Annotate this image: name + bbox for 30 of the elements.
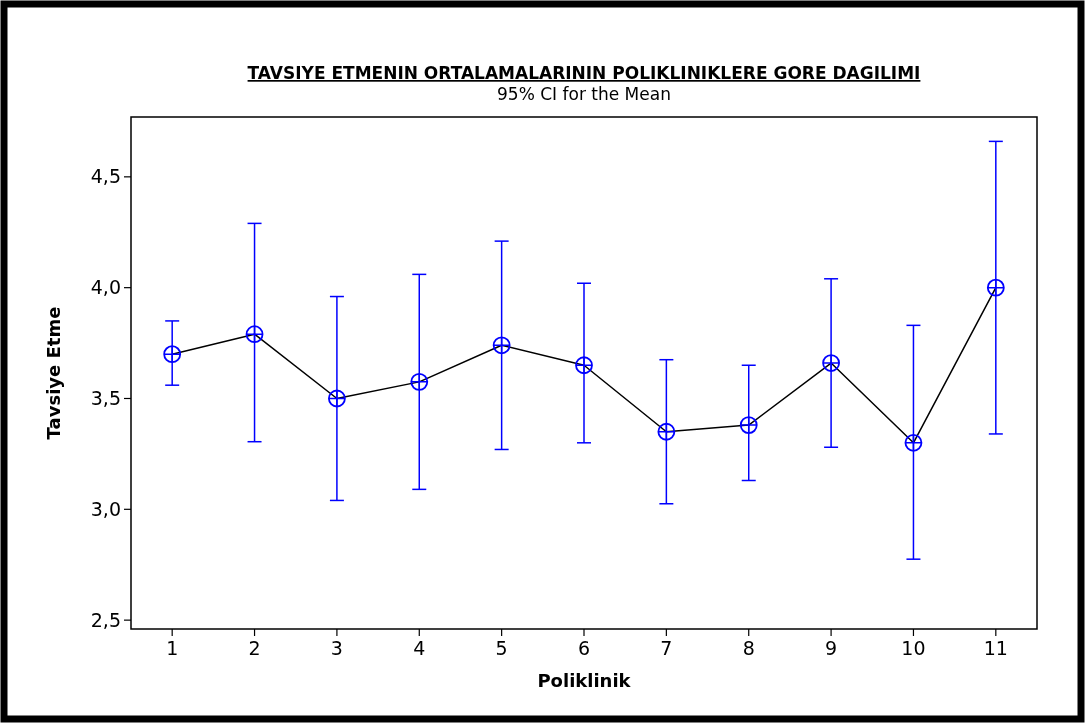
x-axis-title: Poliklinik — [537, 670, 632, 691]
point — [163, 345, 182, 364]
x-tick-label: 11 — [983, 637, 1008, 659]
point — [904, 433, 923, 452]
x-tick-label: 1 — [166, 637, 179, 659]
y-tick-label: 3,0 — [90, 497, 121, 520]
x-tick-label: 6 — [577, 637, 591, 659]
x-tick-label: 8 — [742, 637, 755, 659]
point — [492, 336, 511, 355]
point — [657, 422, 676, 441]
x-tick-label: 9 — [825, 637, 838, 659]
x-tick-label: 3 — [330, 637, 343, 659]
y-axis-title: Tavsiye Etme — [43, 306, 64, 440]
point — [328, 389, 346, 408]
y-tick-label: 3,5 — [90, 387, 121, 410]
point — [410, 372, 429, 391]
chart-subtitle: 95% CI for the Mean — [497, 84, 671, 104]
x-tick-label: 5 — [495, 637, 508, 659]
x-tick-label: 4 — [413, 637, 426, 659]
y-tick-label: 4,0 — [90, 276, 121, 299]
y-tick-label: 2,5 — [90, 608, 121, 631]
y-tick-label: 4,5 — [90, 165, 121, 188]
x-tick-label: 7 — [660, 637, 673, 659]
chart-title: TAVSIYE ETMENIN ORTALAMALARININ POLIKLINIKLERE GORE DAGILIMI — [247, 63, 921, 83]
point — [739, 416, 758, 434]
x-tick-label: 10 — [901, 637, 926, 659]
point — [822, 354, 840, 372]
point — [986, 278, 1005, 297]
x-tick-label: 2 — [248, 637, 261, 659]
point — [575, 356, 593, 375]
